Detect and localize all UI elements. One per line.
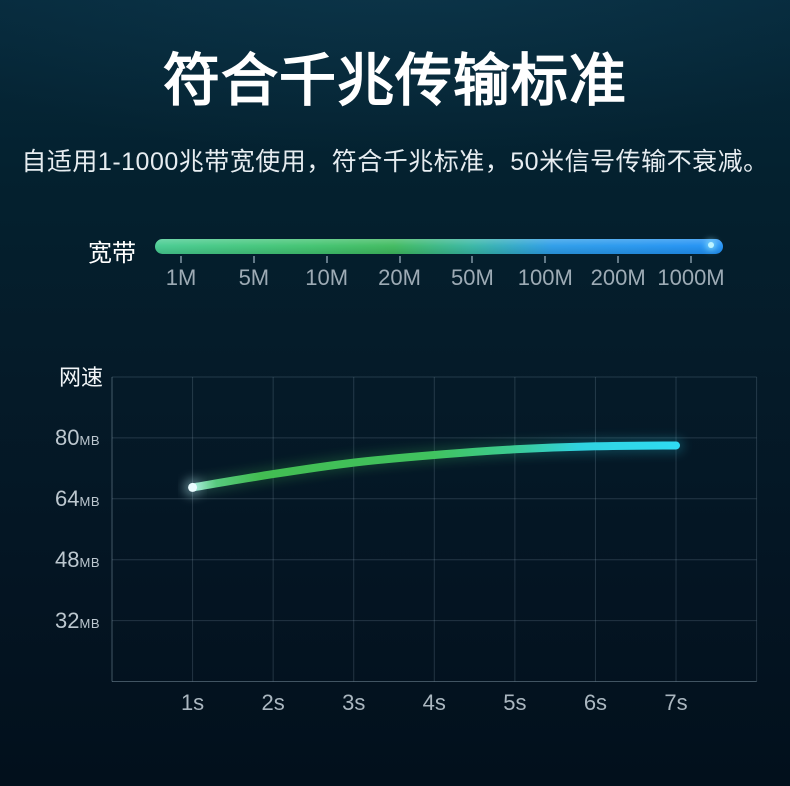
y-tick-value: 48 <box>55 546 80 572</box>
y-tick-label: 32MB <box>26 607 100 633</box>
y-tick-value: 64 <box>55 485 80 511</box>
bandwidth-tick-label: 5M <box>238 265 270 290</box>
bandwidth-tick-label: 10M <box>305 265 349 290</box>
bandwidth-tick-mark <box>180 256 182 263</box>
bandwidth-tick-mark <box>690 256 692 263</box>
y-tick-value: 80 <box>55 424 80 450</box>
bar-sheen <box>155 239 723 254</box>
bar-highlight-dot <box>708 242 714 248</box>
bandwidth-tick-mark <box>617 256 620 263</box>
y-tick-value: 32 <box>55 607 80 633</box>
speed-curve <box>188 441 680 492</box>
y-axis-title: 网速 <box>59 365 104 390</box>
bandwidth-tick-mark <box>544 256 547 263</box>
y-tick-unit: MB <box>79 493 100 509</box>
page-title: 符合千兆传输标准 <box>163 49 627 113</box>
y-tick-label: 48MB <box>26 546 100 572</box>
bandwidth-tick-label: 1M <box>165 265 197 290</box>
x-tick-label: 3s <box>342 690 366 715</box>
y-tick-unit: MB <box>79 554 100 570</box>
bandwidth-tick-label: 200M <box>590 265 646 290</box>
y-tick-unit: MB <box>79 615 100 631</box>
x-tick-label: 1s <box>180 690 205 715</box>
bandwidth-gradient-bar <box>155 239 723 254</box>
x-tick-label: 4s <box>422 690 446 715</box>
bandwidth-tick-mark <box>471 256 474 263</box>
bandwidth-tick-label: 50M <box>451 265 494 290</box>
bandwidth-label: 宽带 <box>88 240 136 267</box>
bandwidth-tick-mark <box>252 256 255 263</box>
x-tick-label: 2s <box>261 690 285 715</box>
page-subtitle: 自适用1-1000兆带宽使用，符合千兆标准，50米信号传输不衰减。 <box>21 148 769 176</box>
bandwidth-tick-label: 1000M <box>657 265 725 290</box>
start-point-dot <box>188 482 198 492</box>
bandwidth-tick-label: 100M <box>517 265 573 290</box>
x-tick-label: 6s <box>583 690 608 715</box>
y-tick-label: 80MB <box>26 424 100 450</box>
y-tick-unit: MB <box>79 432 100 448</box>
bandwidth-tick-mark <box>398 256 401 263</box>
x-tick-label: 5s <box>503 690 527 715</box>
bandwidth-tick-label: 20M <box>378 265 421 290</box>
x-tick-label: 7s <box>664 690 688 715</box>
y-tick-label: 64MB <box>26 485 100 511</box>
bandwidth-tick-mark <box>325 256 328 263</box>
